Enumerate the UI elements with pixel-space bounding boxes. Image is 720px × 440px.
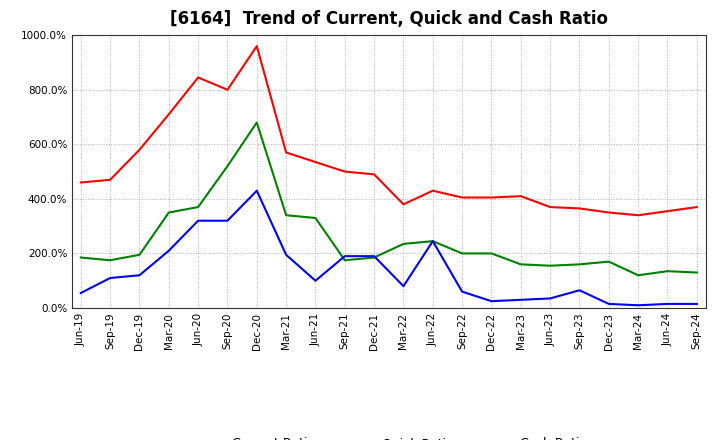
Current Ratio bbox=[546, 205, 554, 210]
Current Ratio bbox=[663, 209, 672, 214]
Quick Ratio bbox=[164, 210, 173, 215]
Current Ratio bbox=[428, 188, 437, 193]
Current Ratio bbox=[487, 195, 496, 200]
Quick Ratio bbox=[135, 252, 144, 257]
Cash Ratio bbox=[135, 273, 144, 278]
Current Ratio bbox=[575, 206, 584, 211]
Quick Ratio bbox=[341, 258, 349, 263]
Current Ratio bbox=[106, 177, 114, 183]
Cash Ratio bbox=[311, 278, 320, 283]
Quick Ratio bbox=[546, 263, 554, 268]
Cash Ratio bbox=[399, 283, 408, 289]
Cash Ratio bbox=[106, 275, 114, 281]
Cash Ratio bbox=[575, 288, 584, 293]
Quick Ratio bbox=[399, 241, 408, 246]
Quick Ratio bbox=[76, 255, 85, 260]
Cash Ratio bbox=[164, 248, 173, 253]
Cash Ratio bbox=[458, 289, 467, 294]
Legend: Current Ratio, Quick Ratio, Cash Ratio: Current Ratio, Quick Ratio, Cash Ratio bbox=[191, 437, 587, 440]
Current Ratio bbox=[164, 112, 173, 117]
Current Ratio bbox=[516, 194, 525, 199]
Line: Quick Ratio: Quick Ratio bbox=[81, 122, 697, 275]
Cash Ratio bbox=[663, 301, 672, 307]
Quick Ratio bbox=[106, 258, 114, 263]
Current Ratio bbox=[282, 150, 290, 155]
Cash Ratio bbox=[341, 253, 349, 259]
Quick Ratio bbox=[282, 213, 290, 218]
Quick Ratio bbox=[516, 262, 525, 267]
Title: [6164]  Trend of Current, Quick and Cash Ratio: [6164] Trend of Current, Quick and Cash … bbox=[170, 10, 608, 28]
Cash Ratio bbox=[76, 290, 85, 296]
Cash Ratio bbox=[516, 297, 525, 302]
Quick Ratio bbox=[428, 238, 437, 244]
Cash Ratio bbox=[253, 188, 261, 193]
Cash Ratio bbox=[634, 303, 642, 308]
Current Ratio bbox=[634, 213, 642, 218]
Current Ratio bbox=[194, 75, 202, 80]
Line: Current Ratio: Current Ratio bbox=[81, 46, 697, 215]
Quick Ratio bbox=[605, 259, 613, 264]
Quick Ratio bbox=[223, 164, 232, 169]
Current Ratio bbox=[370, 172, 379, 177]
Current Ratio bbox=[458, 195, 467, 200]
Cash Ratio bbox=[370, 253, 379, 259]
Current Ratio bbox=[135, 147, 144, 152]
Current Ratio bbox=[311, 159, 320, 165]
Quick Ratio bbox=[253, 120, 261, 125]
Quick Ratio bbox=[487, 251, 496, 256]
Quick Ratio bbox=[370, 255, 379, 260]
Current Ratio bbox=[605, 210, 613, 215]
Cash Ratio bbox=[282, 252, 290, 257]
Cash Ratio bbox=[487, 299, 496, 304]
Cash Ratio bbox=[605, 301, 613, 307]
Quick Ratio bbox=[663, 268, 672, 274]
Quick Ratio bbox=[575, 262, 584, 267]
Cash Ratio bbox=[194, 218, 202, 224]
Quick Ratio bbox=[194, 205, 202, 210]
Current Ratio bbox=[693, 205, 701, 210]
Current Ratio bbox=[341, 169, 349, 174]
Cash Ratio bbox=[428, 238, 437, 244]
Quick Ratio bbox=[693, 270, 701, 275]
Current Ratio bbox=[253, 44, 261, 49]
Line: Cash Ratio: Cash Ratio bbox=[81, 191, 697, 305]
Current Ratio bbox=[399, 202, 408, 207]
Cash Ratio bbox=[223, 218, 232, 224]
Cash Ratio bbox=[693, 301, 701, 307]
Quick Ratio bbox=[311, 215, 320, 220]
Quick Ratio bbox=[458, 251, 467, 256]
Current Ratio bbox=[76, 180, 85, 185]
Current Ratio bbox=[223, 87, 232, 92]
Cash Ratio bbox=[546, 296, 554, 301]
Quick Ratio bbox=[634, 273, 642, 278]
